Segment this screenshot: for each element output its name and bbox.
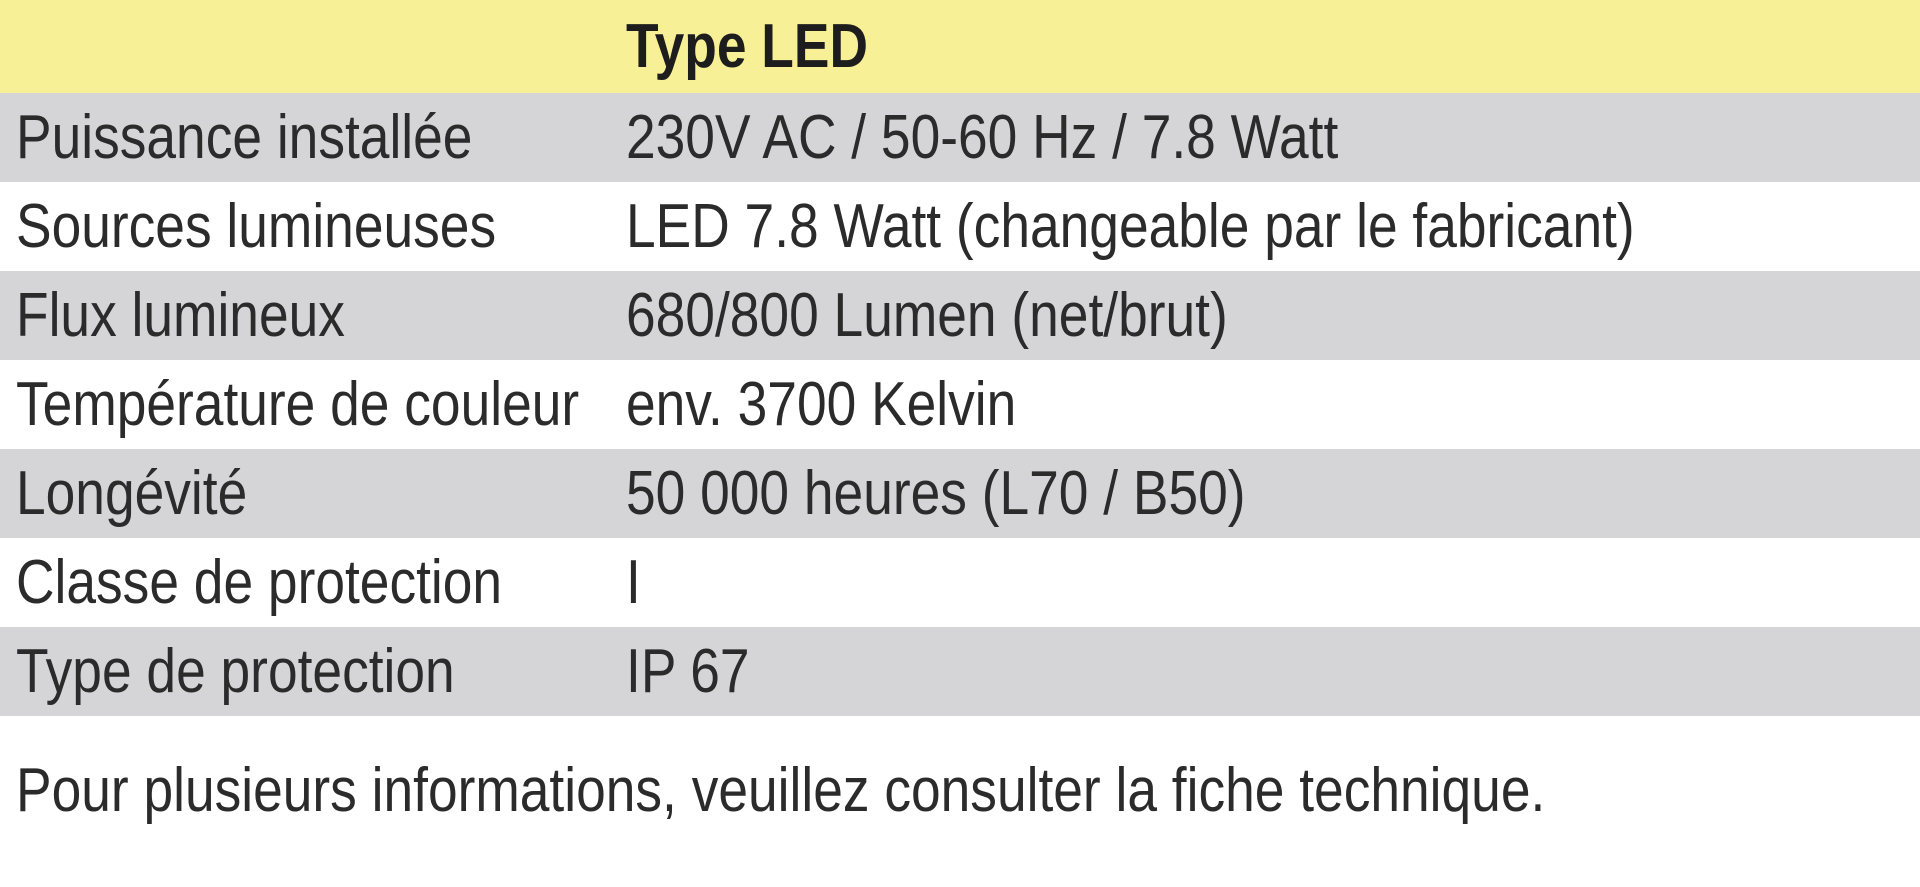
row-value: 680/800 Lumen (net/brut)	[626, 271, 1326, 360]
table-row: Puissance installée 230V AC / 50-60 Hz /…	[0, 93, 1920, 182]
row-label: Puissance installée	[16, 93, 547, 182]
label-text: Puissance installée	[16, 103, 473, 172]
label-text: Type de protection	[16, 637, 455, 706]
row-label: Longévité	[16, 449, 285, 538]
row-label: Flux lumineux	[16, 271, 398, 360]
table-header: Type LED	[0, 0, 1920, 93]
row-label: Type de protection	[16, 627, 526, 716]
value-text: LED 7.8 Watt (changeable par le fabrican…	[626, 192, 1635, 261]
value-text: I	[626, 548, 641, 617]
row-value: 50 000 heures (L70 / B50)	[626, 449, 1346, 538]
value-text: env. 3700 Kelvin	[626, 370, 1017, 439]
label-text: Sources lumineuses	[16, 192, 497, 261]
table-row: Flux lumineux 680/800 Lumen (net/brut)	[0, 271, 1920, 360]
value-text: 230V AC / 50-60 Hz / 7.8 Watt	[626, 103, 1339, 172]
label-text: Classe de protection	[16, 548, 503, 617]
footer-note: Pour plusieurs informations, veuillez co…	[16, 755, 1794, 826]
row-value: I	[626, 538, 643, 627]
value-text: 680/800 Lumen (net/brut)	[626, 281, 1228, 350]
row-label: Sources lumineuses	[16, 182, 574, 271]
row-value: 230V AC / 50-60 Hz / 7.8 Watt	[626, 93, 1454, 182]
label-text: Longévité	[16, 459, 248, 528]
footer-text: Pour plusieurs informations, veuillez co…	[16, 756, 1546, 825]
table-row: Type de protection IP 67	[0, 627, 1920, 716]
header-type-led: Type LED	[626, 0, 907, 93]
value-text: IP 67	[626, 637, 750, 706]
table-row: Sources lumineuses LED 7.8 Watt (changea…	[0, 182, 1920, 271]
label-text: Flux lumineux	[16, 281, 345, 350]
table-row: Classe de protection I	[0, 538, 1920, 627]
row-value: env. 3700 Kelvin	[626, 360, 1080, 449]
row-label: Température de couleur	[16, 360, 671, 449]
row-label: Classe de protection	[16, 538, 581, 627]
header-text: Type LED	[626, 12, 868, 81]
table-row: Longévité 50 000 heures (L70 / B50)	[0, 449, 1920, 538]
table-row: Température de couleur env. 3700 Kelvin	[0, 360, 1920, 449]
label-text: Température de couleur	[16, 370, 580, 439]
row-value: IP 67	[626, 627, 770, 716]
row-value: LED 7.8 Watt (changeable par le fabrican…	[626, 182, 1799, 271]
value-text: 50 000 heures (L70 / B50)	[626, 459, 1246, 528]
